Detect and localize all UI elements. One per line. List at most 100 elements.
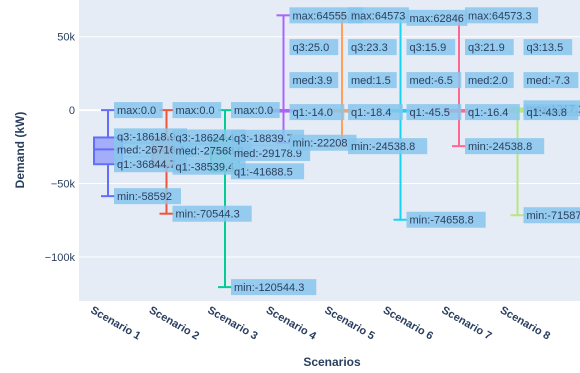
x-tick-label: Scenario 6: [381, 304, 435, 342]
annotation-text: q3:21.9: [468, 42, 505, 54]
annotation-q1: q1:-45.5: [406, 104, 462, 121]
annotation-text: max:0.0: [176, 105, 215, 117]
y-tick-label: −50k: [51, 179, 76, 191]
annotation-text: q3:13.5: [527, 42, 564, 54]
annotation-median: med:-6.5: [406, 72, 462, 89]
annotation-min: min:-24538.8: [465, 138, 545, 155]
x-tick-label: Scenario 7: [439, 304, 493, 342]
annotation-q1: q1:-43.8: [523, 104, 579, 121]
annotation-text: q3:23.3: [351, 42, 388, 54]
annotation-min: min:-74658.8: [406, 211, 486, 228]
annotation-text: max:64555.3: [293, 10, 357, 22]
annotation-text: min:-24538.8: [468, 141, 532, 153]
annotation-text: q1:-36844.7: [117, 159, 176, 171]
annotation-q1: q1:-18.4: [348, 104, 403, 121]
y-tick-label: 50k: [57, 32, 75, 44]
x-tick-label: Scenario 1: [88, 304, 142, 342]
annotation-bg: [172, 129, 246, 146]
y-axis-title: Demand (kW): [13, 112, 27, 189]
annotation-bg: [289, 39, 339, 56]
annotation-bg: [289, 134, 357, 151]
annotation-text: med:-27568.0: [176, 146, 244, 158]
annotation-bg: [406, 104, 462, 121]
annotation-bg: [523, 207, 580, 224]
annotation-bg: [523, 72, 579, 89]
annotation-bg: [465, 138, 545, 155]
annotation-q1: q1:-16.4: [465, 104, 520, 121]
annotation-bg: [348, 104, 403, 121]
annotation-text: min:-22208: [293, 138, 348, 150]
y-tick-label: −100k: [45, 252, 76, 264]
annotation-min: min:-22208: [289, 134, 357, 151]
annotation-text: max:64573.3: [468, 10, 532, 22]
annotation-text: q3:-18624.4: [176, 132, 235, 144]
annotation-q1: q1:-38539.4: [172, 158, 246, 175]
annotation-bg: [523, 104, 579, 121]
annotation-q3: q3:21.9: [465, 39, 514, 56]
annotation-median: med:-7.3: [523, 72, 579, 89]
x-tick-label: Scenario 4: [264, 304, 319, 343]
annotation-q3: q3:13.5: [523, 39, 573, 56]
annotation-text: med:-29178.9: [234, 148, 302, 160]
x-tick-labels: Scenario 1 Scenario 2 Scenario 3 Scenario 4…: [88, 304, 552, 343]
annotation-bg: [231, 102, 280, 119]
annotation-bg: [348, 7, 409, 24]
annotation-text: max:0.0: [117, 105, 156, 117]
annotation-max: max:64555.3: [289, 7, 363, 24]
x-tick-label: Scenario 3: [205, 304, 259, 342]
annotation-bg: [231, 129, 305, 146]
annotation-text: min:-74658.8: [410, 215, 474, 227]
annotation-bg: [406, 211, 486, 228]
annotation-median: med:2.0: [465, 72, 514, 89]
annotation-q1: q1:-36844.7: [114, 156, 188, 173]
annotation-min: min:-70544.3: [172, 205, 252, 222]
annotation-bg: [406, 39, 456, 56]
annotation-text: med:-26716.4: [117, 144, 185, 156]
annotation-bg: [114, 102, 163, 119]
annotation-bg: [289, 7, 363, 24]
annotation-q3: q3:-18839.7: [231, 129, 305, 146]
annotation-max: max:0.0: [114, 102, 163, 119]
annotation-text: min:-70544.3: [176, 209, 240, 221]
annotation-bg: [231, 279, 317, 296]
x-tick-label: Scenario 8: [498, 304, 552, 342]
annotation-min: min:-71587.4: [523, 207, 580, 224]
annotation-bg: [289, 104, 345, 121]
annotation-bg: [406, 72, 462, 89]
annotation-median: med:3.9: [289, 72, 339, 89]
annotation-text: q3:-18618.9: [117, 131, 176, 143]
annotation-text: med:-6.5: [410, 75, 453, 87]
annotation-bg: [172, 102, 222, 119]
annotation-bg: [289, 72, 339, 89]
annotation-bg: [465, 7, 539, 24]
annotation-text: q3:-18839.7: [234, 133, 293, 145]
y-tick-label: 0: [69, 105, 75, 117]
annotation-bg: [523, 39, 573, 56]
annotation-bg: [348, 138, 428, 155]
annotation-bg: [172, 158, 246, 175]
annotation-text: min:-24538.8: [351, 141, 415, 153]
annotation-bg: [172, 205, 252, 222]
annotation-text: q3:15.9: [410, 42, 447, 54]
annotation-q3: q3:-18624.4: [172, 129, 246, 146]
annotation-q1: q1:-41688.5: [231, 163, 305, 180]
annotation-bg: [348, 39, 397, 56]
annotation-text: q1:-45.5: [410, 107, 450, 119]
annotation-text: min:-58592: [117, 191, 172, 203]
annotation-bg: [348, 72, 397, 89]
annotation-max: max:62846: [406, 9, 468, 26]
annotation-min: min:-24538.8: [348, 138, 428, 155]
annotation-text: q1:-14.0: [293, 107, 333, 119]
annotation-bg: [465, 72, 514, 89]
y-tick-labels: 50k 0 −50k −100k: [45, 32, 76, 264]
annotation-text: med:3.9: [293, 75, 333, 87]
annotation-bg: [406, 9, 468, 26]
x-tick-label: Scenario 5: [322, 304, 376, 342]
annotation-q3: q3:23.3: [348, 39, 397, 56]
annotation-q3: q3:-18618.9: [114, 128, 188, 145]
annotation-text: max:0.0: [234, 105, 273, 117]
annotation-text: min:-120544.3: [234, 282, 304, 294]
annotation-min: min:-120544.3: [231, 279, 317, 296]
annotation-text: med:1.5: [351, 75, 391, 87]
